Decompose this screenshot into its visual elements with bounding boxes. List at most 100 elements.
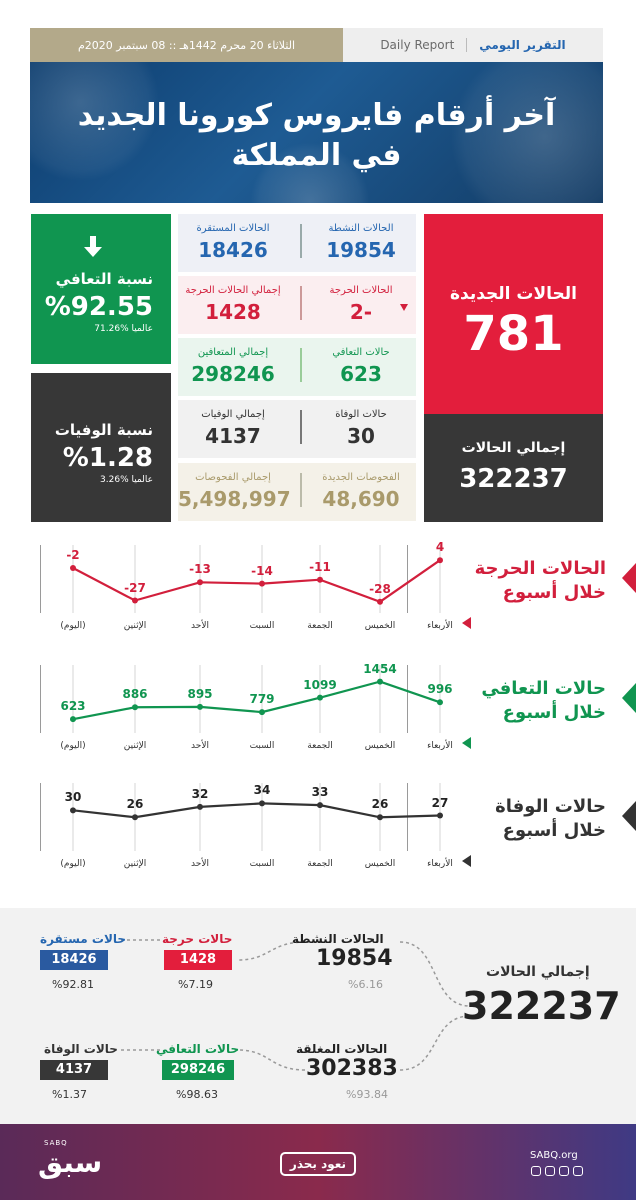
chart-title: الحالات الحرجة خلال أسبوع [475, 557, 606, 605]
report-date: الثلاثاء 20 محرم 1442هـ :: 08 سبتمبر 202… [30, 28, 343, 62]
data-point [259, 800, 265, 807]
pointer-icon [462, 617, 471, 629]
social-icons [531, 1166, 583, 1176]
deaths-total-value: 4137 [205, 424, 261, 448]
summary-recovered-value: 298246 [162, 1060, 234, 1080]
point-label: 886 [122, 687, 148, 702]
day-label: الإثنين [123, 621, 147, 631]
day-label: الأحد [191, 859, 209, 869]
summary-stable-label: حالات مستقرة [40, 932, 127, 946]
recovered-total-value: 298246 [191, 362, 275, 386]
data-point [259, 580, 265, 587]
total-cases-value: 322237 [459, 464, 568, 494]
data-point [437, 557, 443, 564]
critical-total-value: 1428 [205, 300, 261, 324]
point-label: 26 [126, 797, 144, 812]
summary-stable-pct: %92.81 [52, 978, 94, 991]
chart-title-line: خلال أسبوع [502, 820, 606, 841]
deaths-total-label: إجمالي الوفيات [201, 409, 265, 420]
pointer-icon [462, 737, 471, 749]
new-cases-label: الحالات الجديدة [449, 284, 578, 304]
data-point [259, 709, 265, 716]
chart-title-line: حالات التعافي [481, 678, 606, 699]
brand-logo: سبق [38, 1146, 103, 1179]
slogan-badge: نعود بحذر [280, 1152, 356, 1176]
report-title: Daily Report التقرير اليومي [343, 28, 603, 62]
data-point [377, 678, 383, 685]
day-label: الأحد [191, 621, 209, 631]
line-chart [70, 665, 443, 733]
recovered-label: حالات التعافي [332, 347, 390, 358]
chart-frame [40, 665, 408, 733]
critical-row: الحالات الحرجة 2- إجمالي الحالات الحرجة … [178, 276, 416, 334]
recovered-value: 623 [340, 362, 382, 386]
day-label: الخميس [364, 741, 396, 751]
divider [300, 473, 302, 507]
chart-title: حالات الوفاة خلال أسبوع [495, 795, 606, 843]
point-label: 34 [253, 783, 271, 798]
new-cases-card: الحالات الجديدة 781 [424, 214, 603, 414]
twitter-icon[interactable] [531, 1166, 541, 1176]
recovery-rate-global: عالميا %71.26 [94, 324, 153, 334]
connector-line [237, 1049, 306, 1071]
data-point [437, 812, 443, 819]
point-label: -11 [309, 559, 331, 574]
chart-title-line: حالات الوفاة [495, 796, 606, 817]
critical-label: الحالات الحرجة [329, 285, 393, 296]
chart-pointer-icon [622, 801, 636, 831]
tests-total-value: 5,498,997 [178, 487, 291, 511]
instagram-icon[interactable] [545, 1166, 555, 1176]
data-point [197, 803, 203, 810]
footer-bar: SABQ سبق نعود بحذر SABQ.org [0, 1124, 636, 1200]
summary-critical-label: حالات حرجة [162, 932, 233, 946]
day-label: الخميس [364, 859, 396, 869]
point-label: -2 [66, 548, 80, 562]
tests-new-label: الفحوصات الجديدة [322, 472, 400, 483]
tests-total-label: إجمالي الفحوصات [195, 472, 271, 483]
day-label: (اليوم) [60, 621, 86, 631]
telegram-icon[interactable] [573, 1166, 583, 1176]
day-label: الجمعة [307, 859, 333, 869]
point-label: -28 [369, 581, 391, 596]
summary-active-pct: %6.16 [348, 978, 383, 991]
pointer-icon [462, 855, 471, 867]
divider [300, 224, 302, 258]
snapchat-icon[interactable] [559, 1166, 569, 1176]
total-cases-card: إجمالي الحالات 322237 [424, 414, 603, 522]
chart-title-line: الحالات الحرجة [474, 558, 606, 579]
day-label: (اليوم) [60, 741, 86, 751]
hero-title: آخر أرقام فايروس كورونا الجديد في المملك… [77, 98, 556, 173]
line-chart [70, 783, 443, 851]
summary-critical-pct: %7.19 [178, 978, 213, 991]
site-link[interactable]: SABQ.org [530, 1150, 578, 1161]
recovered-total-label: إجمالي المتعافين [197, 347, 269, 358]
point-label: 4 [435, 540, 445, 555]
summary-deaths-label: حالات الوفاة [44, 1042, 118, 1056]
down-arrow-icon [400, 304, 408, 311]
day-label: السبت [249, 621, 275, 631]
divider [300, 348, 302, 382]
summary-active-label: الحالات النشطة [292, 932, 384, 946]
divider [300, 410, 302, 444]
tests-new-value: 48,690 [322, 487, 400, 511]
point-label: 895 [187, 686, 213, 701]
point-label: 26 [371, 797, 389, 812]
connector-line [237, 941, 306, 961]
data-point [132, 814, 138, 821]
data-point [317, 694, 323, 701]
chart-pointer-icon [622, 683, 636, 713]
active-value: 19854 [326, 238, 396, 262]
critical-value: 2- [349, 300, 373, 324]
deaths-value: 30 [347, 424, 375, 448]
new-cases-value: 781 [463, 306, 564, 362]
day-label: الإثنين [123, 741, 147, 751]
report-title-ar: التقرير اليومي [479, 38, 566, 52]
data-point [197, 703, 203, 710]
point-label: 996 [427, 682, 453, 697]
death-rate-global: عالميا %3.26 [100, 475, 153, 485]
day-label: الجمعة [307, 741, 333, 751]
day-label: السبت [249, 859, 275, 869]
data-point [132, 597, 138, 604]
point-label: -13 [189, 562, 211, 577]
day-label: الخميس [364, 621, 396, 631]
